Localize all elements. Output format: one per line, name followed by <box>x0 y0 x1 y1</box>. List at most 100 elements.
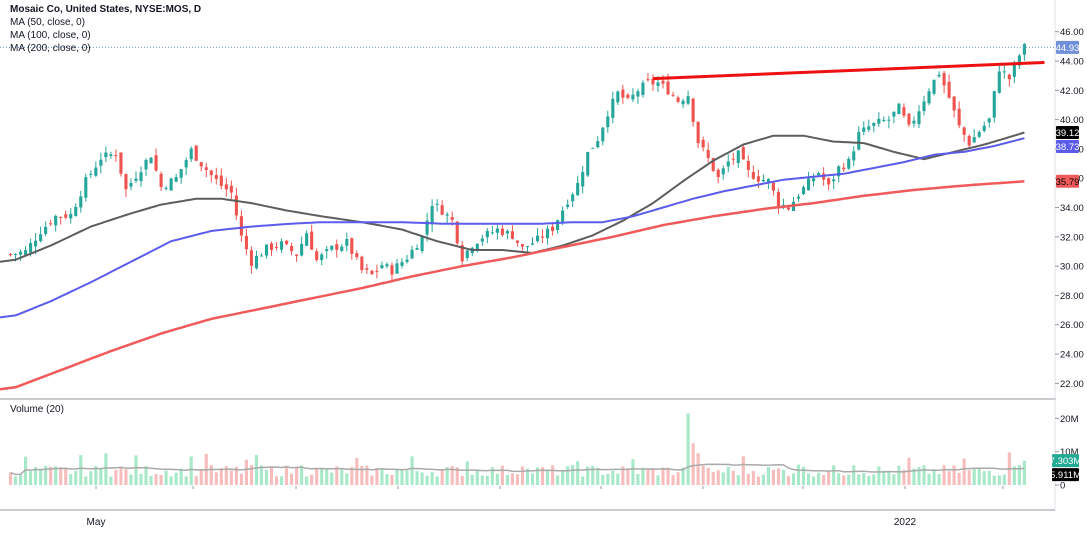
volume-bar <box>244 459 248 485</box>
candle <box>596 136 600 149</box>
volume-bar <box>1017 465 1021 485</box>
volume-bar <box>134 455 138 485</box>
volume-bar <box>716 470 720 485</box>
volume-bar <box>711 471 715 485</box>
volume-bar <box>455 467 459 485</box>
volume-bar <box>551 465 555 485</box>
candle-body <box>124 174 128 190</box>
candle <box>877 112 881 128</box>
candle-body <box>646 79 650 81</box>
volume-bar <box>54 466 58 485</box>
candle-body <box>385 264 389 267</box>
price-badge-label: 38.73 <box>1056 142 1080 153</box>
chart-title: Mosaic Co, United States, NYSE:MOS, D <box>10 4 202 15</box>
candle-body <box>922 101 926 111</box>
candle <box>566 199 570 210</box>
candle <box>264 244 269 259</box>
candle <box>249 246 253 274</box>
candle <box>796 193 801 202</box>
price-badge-label: 35.79 <box>1056 177 1080 188</box>
price-tick-label: 44.00 <box>1060 57 1084 68</box>
volume-bar <box>310 474 314 485</box>
volume-bar <box>420 472 424 485</box>
candle-body <box>415 248 419 250</box>
volume-bar <box>807 473 811 485</box>
volume-bar <box>320 467 324 485</box>
candle-body <box>24 250 28 255</box>
volume-bar <box>771 469 775 485</box>
volume-bar <box>621 466 625 485</box>
candle-body <box>551 226 555 231</box>
candle-body <box>435 203 439 205</box>
volume-bar <box>34 467 38 485</box>
volume-tick-label: 10M <box>1060 447 1079 458</box>
candle-body <box>847 158 851 169</box>
candle <box>671 91 675 97</box>
candle <box>209 169 213 183</box>
candle-body <box>144 159 148 170</box>
candle <box>49 219 53 226</box>
candle <box>164 186 168 191</box>
volume-bar <box>992 475 996 485</box>
candle <box>194 145 198 162</box>
volume-bar <box>69 473 73 485</box>
candle <box>776 188 781 214</box>
candle-body <box>59 217 63 219</box>
candle-body <box>475 243 479 250</box>
candle-body <box>224 184 228 190</box>
volume-bar <box>18 473 23 485</box>
volume-bar <box>305 476 309 485</box>
candle-body <box>189 148 193 160</box>
candle <box>184 157 188 175</box>
candle <box>325 245 329 259</box>
candle <box>435 199 439 212</box>
volume-bar <box>661 467 665 485</box>
price-badge <box>1056 40 1079 54</box>
candle-body <box>696 121 700 144</box>
volume-bar <box>295 467 299 485</box>
candle <box>480 234 484 246</box>
candle <box>64 210 68 220</box>
candle-body <box>601 127 605 142</box>
candle-body <box>234 195 238 216</box>
candle <box>997 65 1001 94</box>
candle-body <box>681 100 685 105</box>
candle <box>706 142 710 163</box>
candle <box>927 88 931 106</box>
candle-body <box>405 259 409 262</box>
candle <box>485 228 489 244</box>
candle <box>365 264 369 275</box>
volume-bar <box>972 468 976 485</box>
candle <box>812 173 816 187</box>
candle-body <box>817 172 821 176</box>
candle-body <box>390 265 394 275</box>
candle <box>475 243 479 253</box>
volume-tick-label: 0 <box>1060 481 1065 492</box>
volume-bar <box>325 468 329 485</box>
price-badge-label: 44.93 <box>1056 43 1080 54</box>
volume-bar <box>686 413 690 485</box>
volume-bar <box>701 465 705 485</box>
candle <box>621 84 625 104</box>
volume-bar <box>832 465 836 485</box>
volume-badge-label: 7.303M <box>1050 456 1082 467</box>
volume-bar <box>922 465 926 485</box>
candle <box>857 126 861 151</box>
candle <box>932 79 936 96</box>
candle <box>520 243 525 251</box>
candle-body <box>741 147 745 160</box>
volume-bar <box>766 467 770 485</box>
volume-bar <box>330 472 334 485</box>
candle <box>1002 63 1006 79</box>
price-tick-label: 30.00 <box>1060 262 1084 273</box>
candle-body <box>345 239 349 246</box>
volume-bar <box>957 472 961 485</box>
candle-body <box>1017 55 1021 66</box>
candle <box>169 177 173 191</box>
volume-bar <box>355 458 359 485</box>
candle <box>99 152 103 174</box>
candle <box>395 259 399 275</box>
candle-body <box>651 78 655 85</box>
